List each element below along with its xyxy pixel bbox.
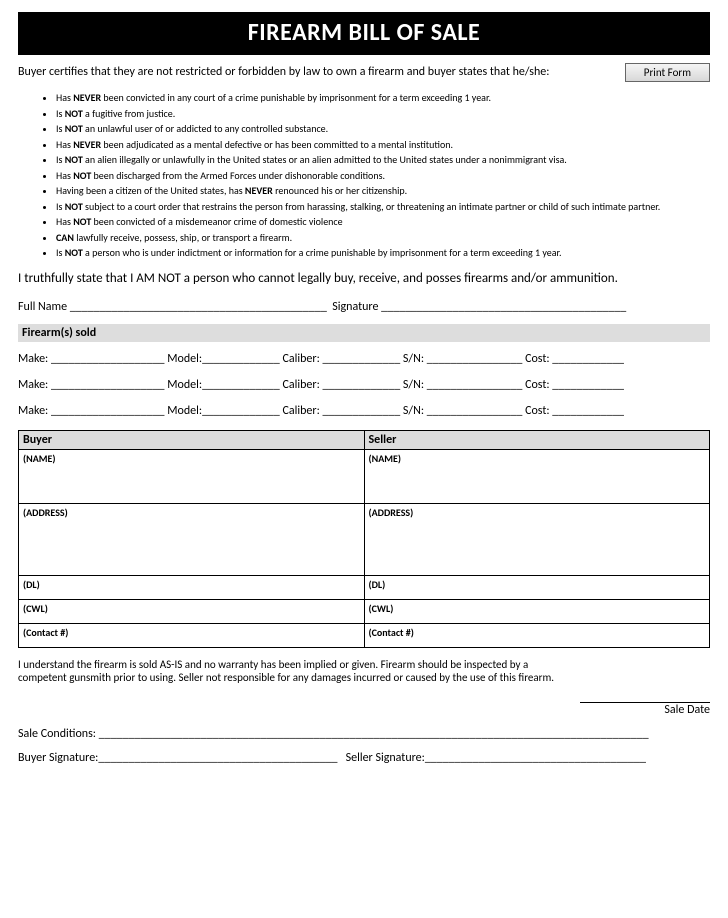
certification-list: Has NEVER been convicted in any court of… <box>56 91 710 261</box>
buyer-cwl-cell[interactable]: (CWL) <box>19 599 365 623</box>
buyer-name-cell[interactable]: (NAME) <box>19 449 365 503</box>
firearms-section-header: Firearm(s) sold <box>18 324 710 342</box>
buyer-header: Buyer <box>19 430 365 449</box>
certification-item: Having been a citizen of the United stat… <box>56 184 710 199</box>
buyer-signature-label: Buyer Signature: <box>18 751 98 765</box>
signatures-row: Buyer Signature:________________________… <box>18 751 710 765</box>
signature-label: Signature <box>332 300 378 314</box>
sale-conditions-row: Sale Conditions: _______________________… <box>18 727 710 741</box>
buyer-contact-cell[interactable]: (Contact #) <box>19 623 365 647</box>
sale-date-line[interactable] <box>580 688 710 703</box>
firearm-row: Make: ___________________ Model:________… <box>18 352 710 366</box>
certification-item: CAN lawfully receive, possess, ship, or … <box>56 231 710 246</box>
intro-text: Buyer certifies that they are not restri… <box>18 65 613 79</box>
sale-date-label: Sale Date <box>664 703 710 717</box>
seller-contact-cell[interactable]: (Contact #) <box>364 623 710 647</box>
fullname-label: Full Name <box>18 300 67 314</box>
signature-line[interactable]: ________________________________________… <box>381 300 626 314</box>
certification-item: Has NEVER been convicted in any court of… <box>56 91 710 106</box>
seller-signature-label: Seller Signature: <box>346 751 425 765</box>
name-signature-row: Full Name ______________________________… <box>18 300 710 314</box>
sale-conditions-line[interactable]: ________________________________________… <box>99 727 649 741</box>
seller-signature-line[interactable]: _____________________________________ <box>425 751 646 765</box>
seller-name-cell[interactable]: (NAME) <box>364 449 710 503</box>
firearm-row: Make: ___________________ Model:________… <box>18 404 710 418</box>
certification-item: Is NOT an alien illegally or unlawfully … <box>56 153 710 168</box>
sale-conditions-label: Sale Conditions: <box>18 727 96 741</box>
certification-item: Is NOT an unlawful user of or addicted t… <box>56 122 710 137</box>
certification-item: Has NOT been discharged from the Armed F… <box>56 169 710 184</box>
certification-item: Is NOT a fugitive from justice. <box>56 107 710 122</box>
buyer-dl-cell[interactable]: (DL) <box>19 575 365 599</box>
certification-item: Is NOT a person who is under indictment … <box>56 246 710 261</box>
seller-header: Seller <box>364 430 710 449</box>
certification-item: Has NOT been convicted of a misdemeanor … <box>56 215 710 230</box>
fullname-line[interactable]: ________________________________________… <box>70 300 327 314</box>
firearm-row: Make: ___________________ Model:________… <box>18 378 710 392</box>
certification-item: Is NOT subject to a court order that res… <box>56 200 710 215</box>
buyer-seller-table: Buyer Seller (NAME) (NAME) (ADDRESS) (AD… <box>18 430 710 648</box>
seller-dl-cell[interactable]: (DL) <box>364 575 710 599</box>
print-form-button[interactable]: Print Form <box>625 63 710 82</box>
truthful-statement: I truthfully state that I AM NOT a perso… <box>18 271 710 286</box>
seller-address-cell[interactable]: (ADDRESS) <box>364 503 710 575</box>
page-title: FIREARM BILL OF SALE <box>18 12 710 55</box>
disclaimer-text: I understand the firearm is sold AS-IS a… <box>18 658 578 684</box>
certification-item: Has NEVER been adjudicated as a mental d… <box>56 138 710 153</box>
buyer-address-cell[interactable]: (ADDRESS) <box>19 503 365 575</box>
seller-cwl-cell[interactable]: (CWL) <box>364 599 710 623</box>
buyer-signature-line[interactable]: ________________________________________ <box>98 751 337 765</box>
